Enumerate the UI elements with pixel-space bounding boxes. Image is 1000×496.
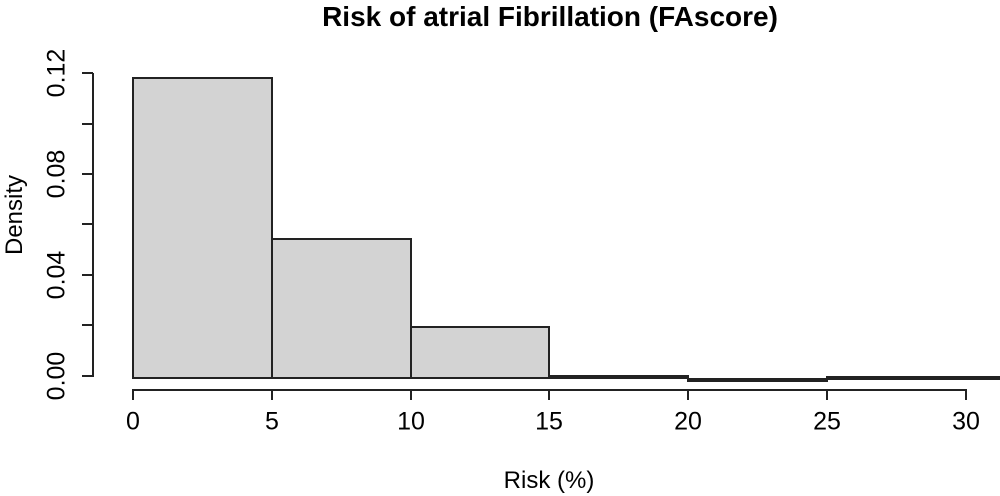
histogram-bar <box>410 326 550 379</box>
y-axis-tick <box>82 123 93 125</box>
x-axis-tick-label: 15 <box>535 407 563 436</box>
y-axis-tick-label: 0.04 <box>42 250 71 300</box>
x-axis-tick-label: 20 <box>674 407 702 436</box>
histogram-bar <box>687 378 828 382</box>
x-axis-tick-label: 5 <box>265 407 279 436</box>
x-axis-tick <box>410 389 412 400</box>
histogram-bar <box>271 238 412 379</box>
histogram-bar <box>548 375 689 379</box>
x-axis-tick <box>271 389 273 400</box>
x-axis-title: Risk (%) <box>503 467 595 494</box>
x-axis-tick-label: 25 <box>813 407 841 436</box>
x-axis-tick-label: 0 <box>126 407 140 436</box>
y-axis-tick <box>82 223 93 225</box>
y-axis-tick-label: 0.12 <box>42 48 71 98</box>
x-axis-tick <box>826 389 828 400</box>
x-axis-tick <box>965 389 967 400</box>
x-axis-tick-label: 30 <box>952 407 980 436</box>
histogram-bar <box>965 376 1000 380</box>
y-axis-tick-label: 0.08 <box>42 149 71 199</box>
y-axis-tick-label: 0.00 <box>42 351 71 401</box>
x-axis-tick <box>687 389 689 400</box>
x-axis-tick-label: 10 <box>397 407 425 436</box>
y-axis-line <box>92 73 94 377</box>
y-axis-tick <box>82 274 93 276</box>
chart-title: Risk of atrial Fibrillation (FAscore) <box>322 1 778 32</box>
y-axis-tick <box>82 72 93 74</box>
histogram-bar <box>132 77 273 379</box>
y-axis-title: Density <box>1 174 28 256</box>
y-axis-tick <box>82 324 93 326</box>
x-axis-tick <box>548 389 550 400</box>
y-axis-tick <box>82 173 93 175</box>
histogram-bar <box>826 376 967 380</box>
y-axis-tick <box>82 375 93 377</box>
x-axis-tick <box>132 389 134 400</box>
